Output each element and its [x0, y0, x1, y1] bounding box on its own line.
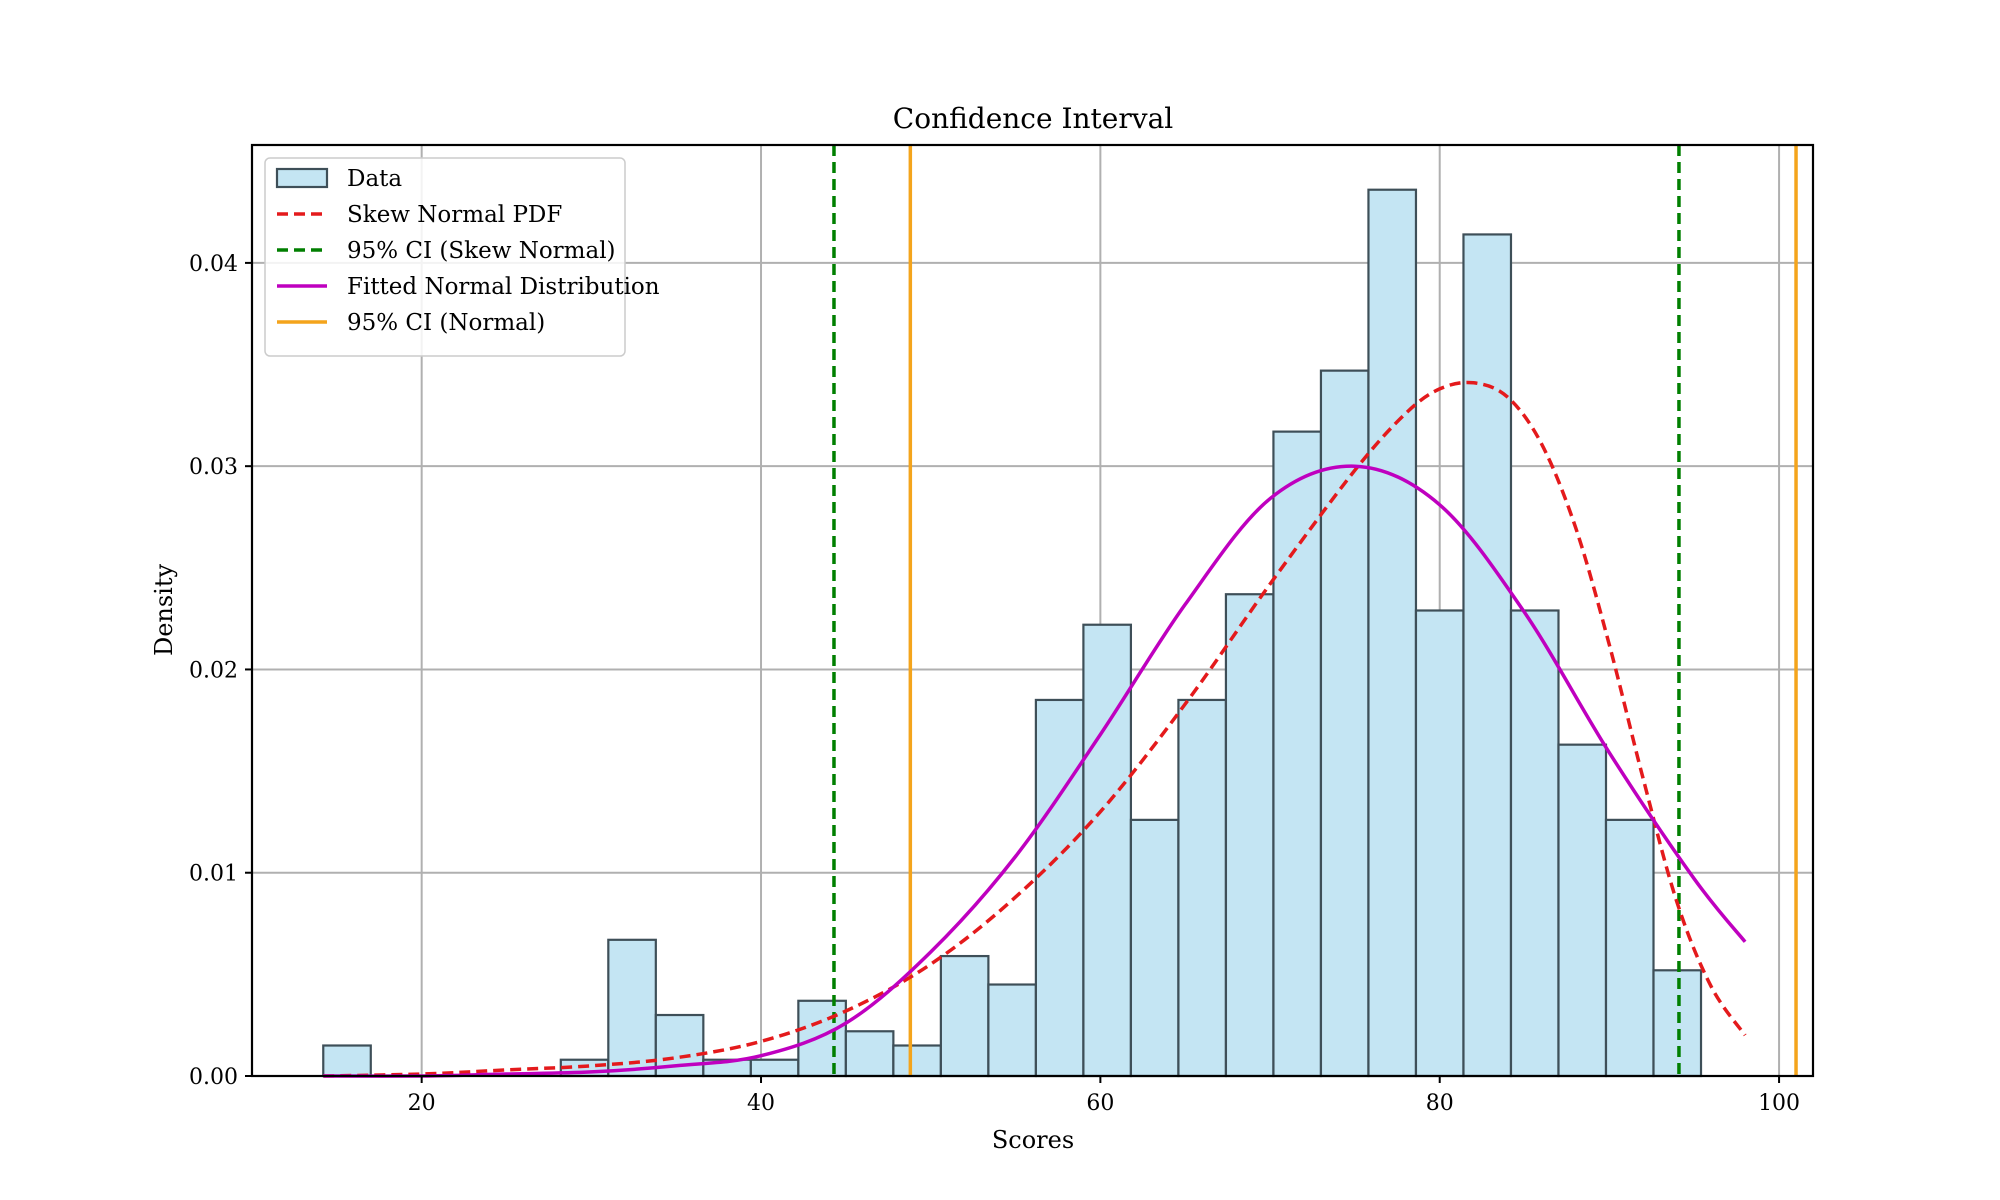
histogram-bar	[1082, 623, 1133, 1078]
fitted-normal-line	[323, 464, 1747, 1078]
x-tick-label: 80	[1426, 1091, 1454, 1116]
histogram-bar	[749, 1058, 800, 1078]
y-tick-label: 0.01	[189, 862, 238, 887]
histogram-bar	[1272, 430, 1323, 1078]
legend-box	[264, 157, 626, 357]
histogram-bar	[1034, 698, 1085, 1078]
legend-label: 95% CI (Skew Normal)	[347, 238, 616, 264]
chart-title: Confidence Interval	[893, 102, 1173, 135]
histogram-bar	[1319, 369, 1370, 1078]
histogram-bar	[939, 954, 990, 1078]
histogram-bar	[1367, 188, 1418, 1078]
legend: Data Skew Normal PDF 95% CI (Skew Normal) F…	[264, 157, 660, 357]
labels: Confidence Interval Scores Density	[150, 102, 1173, 1154]
x-tick-label: 60	[1086, 1091, 1114, 1116]
confidence-lines	[832, 145, 1798, 1076]
histogram-bar	[1177, 698, 1228, 1078]
y-axis-title: Density	[150, 564, 178, 657]
histogram-bar	[1129, 818, 1180, 1078]
histogram-bar	[1652, 969, 1703, 1078]
y-tick-label: 0.03	[189, 455, 238, 480]
ticks: 20 40 60 80 100 0.00 0.01 0.02 0.03 0.04	[189, 252, 1800, 1116]
legend-label: Fitted Normal Distribution	[347, 274, 660, 300]
histogram-bar	[1414, 609, 1465, 1078]
histogram-bar	[322, 1044, 372, 1078]
x-tick-label: 20	[408, 1091, 436, 1116]
y-tick-label: 0.04	[189, 252, 238, 277]
legend-swatch-data	[275, 167, 329, 189]
histogram-bar	[1557, 743, 1608, 1078]
pdf-curves	[323, 380, 1747, 1078]
histogram-bar	[1509, 609, 1560, 1078]
histogram-bar	[892, 1044, 942, 1078]
histogram-bar	[844, 1030, 895, 1078]
histogram-bar	[1604, 818, 1655, 1078]
histogram-bar	[797, 999, 847, 1078]
histogram-bar	[987, 983, 1037, 1078]
legend-label: Skew Normal PDF	[347, 202, 562, 228]
legend-label: 95% CI (Normal)	[347, 310, 545, 336]
axes	[250, 143, 1815, 1078]
plot-frame	[250, 143, 1815, 1078]
histogram-bar	[607, 938, 657, 1078]
x-tick-label: 100	[1758, 1091, 1800, 1116]
x-axis-title: Scores	[992, 1126, 1074, 1154]
legend-label: Data	[347, 166, 402, 192]
x-tick-label: 40	[747, 1091, 775, 1116]
y-tick-label: 0.02	[189, 658, 238, 683]
histogram-bar	[1462, 233, 1513, 1078]
y-tick-label: 0.00	[189, 1065, 238, 1090]
skew-normal-pdf-line	[323, 380, 1747, 1078]
histogram-bar	[1224, 593, 1275, 1078]
